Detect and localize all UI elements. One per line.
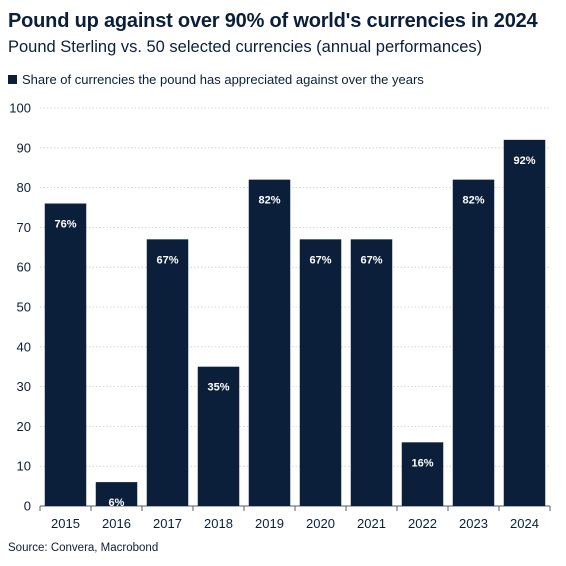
y-tick-label: 80 (17, 180, 31, 195)
x-tick-label: 2020 (306, 516, 335, 531)
bar (44, 203, 87, 506)
y-tick-label: 70 (17, 220, 31, 235)
bar (452, 179, 495, 506)
data-label: 16% (411, 457, 433, 469)
x-tick-label: 2019 (255, 516, 284, 531)
data-label: 82% (258, 195, 280, 207)
y-tick-label: 40 (17, 339, 31, 354)
bar (248, 179, 291, 506)
data-label: 92% (513, 155, 535, 167)
data-label: 82% (462, 195, 484, 207)
x-tick-label: 2021 (357, 516, 386, 531)
bar (299, 239, 342, 506)
data-label: 35% (207, 382, 229, 394)
y-tick-label: 0 (24, 499, 31, 514)
source-note: Source: Convera, Macrobond (8, 542, 159, 554)
legend-swatch (8, 75, 17, 84)
data-label: 76% (54, 219, 76, 231)
bar (146, 239, 189, 506)
chart-title: Pound up against over 90% of world's cur… (8, 10, 538, 32)
x-tick-label: 2017 (153, 516, 182, 531)
y-tick-label: 50 (17, 300, 31, 315)
data-label: 6% (109, 497, 125, 509)
data-label: 67% (309, 254, 331, 266)
y-tick-label: 90 (17, 140, 31, 155)
legend-label: Share of currencies the pound has apprec… (22, 72, 424, 87)
bar (401, 442, 444, 506)
x-tick-label: 2024 (510, 516, 539, 531)
bar (350, 239, 393, 506)
bar (503, 139, 546, 506)
legend: Share of currencies the pound has apprec… (8, 72, 424, 87)
x-tick-label: 2022 (408, 516, 437, 531)
y-tick-label: 20 (17, 419, 31, 434)
bar (197, 366, 240, 506)
x-tick-label: 2023 (459, 516, 488, 531)
data-label: 67% (360, 254, 382, 266)
bar (95, 482, 138, 506)
chart-subtitle: Pound Sterling vs. 50 selected currencie… (8, 38, 483, 56)
y-tick-label: 100 (9, 101, 31, 116)
x-tick-label: 2015 (51, 516, 80, 531)
y-tick-label: 30 (17, 379, 31, 394)
x-tick-label: 2018 (204, 516, 233, 531)
y-tick-label: 60 (17, 260, 31, 275)
y-tick-label: 10 (17, 459, 31, 474)
data-label: 67% (156, 254, 178, 266)
x-tick-label: 2016 (102, 516, 131, 531)
